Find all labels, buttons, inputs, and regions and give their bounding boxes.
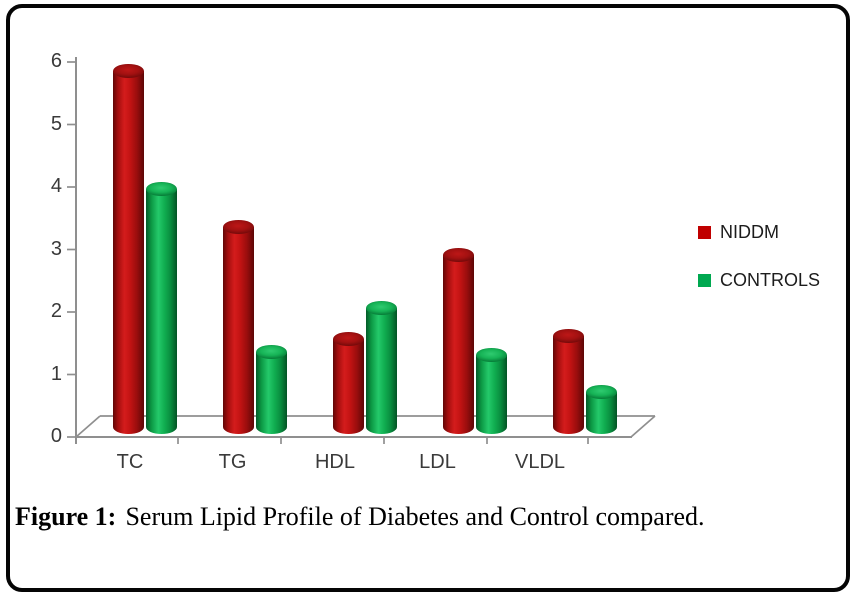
x-axis-label-vldl: VLDL [514, 451, 566, 473]
cylinder-top [146, 182, 177, 197]
cylinder-top [223, 219, 254, 234]
bar-controls-hdl [366, 301, 397, 434]
cylinder-body [443, 254, 474, 427]
cylinder-top [256, 344, 287, 359]
cylinder-top [553, 329, 584, 344]
bar-controls-tc [146, 182, 177, 434]
x-axis-label-hdl: HDL [314, 451, 355, 473]
cylinder-body [366, 308, 397, 427]
legend-label-niddm: NIDDM [720, 222, 779, 242]
caption-text: Serum Lipid Profile of Diabetes and Cont… [125, 502, 705, 531]
cylinder-body [146, 189, 177, 427]
cylinder-top [476, 347, 507, 362]
legend-label-controls: CONTROLS [720, 270, 821, 290]
axis-line [630, 415, 656, 438]
y-axis-label-5: 5 [50, 112, 62, 135]
cylinder-top [366, 301, 397, 315]
y-axis-label-3: 3 [50, 237, 62, 260]
cylinder-top [443, 247, 474, 262]
x-axis-label-tg: TG [218, 451, 247, 473]
bar-controls-ldl [476, 347, 507, 434]
bar-niddm-vldl [553, 329, 584, 434]
x-axis-label-ldl: LDL [419, 451, 456, 473]
bar-controls-vldl [586, 385, 617, 434]
cylinder-body [476, 354, 507, 427]
bar-niddm-hdl [333, 332, 364, 434]
legend: NIDDM CONTROLS [698, 222, 820, 291]
cylinder-top [113, 63, 144, 78]
controls-swatch-icon [698, 274, 711, 287]
cylinder-top [586, 385, 617, 400]
bar-niddm-ldl [443, 247, 474, 434]
x-axis-label-tc: TC [116, 451, 144, 473]
cylinder-body [223, 226, 254, 427]
legend-item-niddm: NIDDM [698, 222, 820, 243]
figure-caption: Figure 1: Serum Lipid Profile of Diabetes… [15, 502, 845, 532]
bar-controls-tg [256, 344, 287, 434]
y-axis-label-0: 0 [50, 425, 62, 448]
cylinder-top [333, 332, 364, 347]
y-axis-label-2: 2 [50, 300, 62, 323]
y-axis-label-6: 6 [50, 50, 62, 73]
y-axis-label-4: 4 [50, 175, 62, 198]
cylinder-body [113, 70, 144, 427]
niddm-swatch-icon [698, 226, 711, 239]
bar-niddm-tc [113, 63, 144, 434]
y-axis-label-1: 1 [50, 362, 62, 385]
axis-line [75, 415, 101, 438]
caption-label: Figure 1: [15, 502, 117, 531]
cylinder-body [333, 339, 364, 427]
cylinder-body [256, 351, 287, 427]
bar-niddm-tg [223, 219, 254, 434]
cylinder-body [553, 336, 584, 427]
legend-item-controls: CONTROLS [698, 270, 820, 291]
